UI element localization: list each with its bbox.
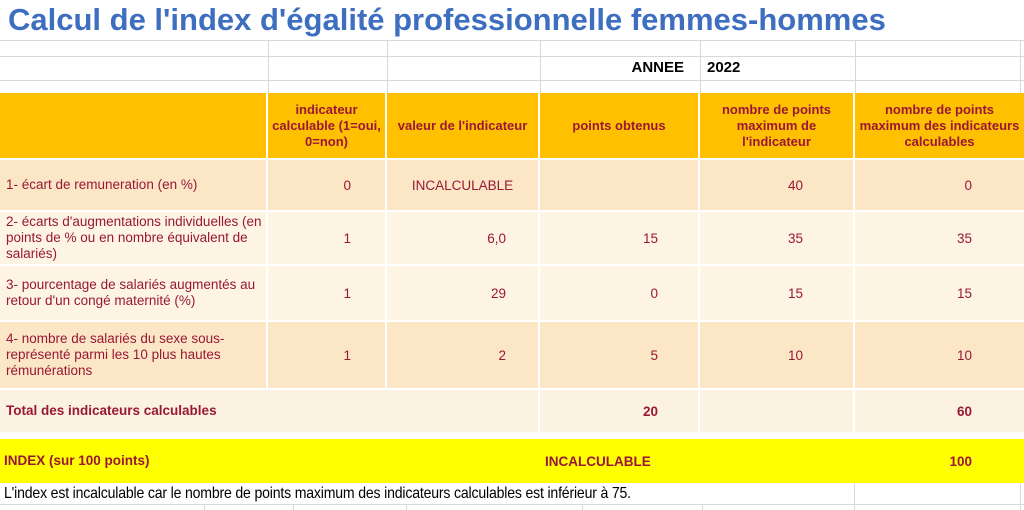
row-2-valeur-cell[interactable]: 6,0 (387, 212, 540, 266)
row-3-calculable-cell[interactable]: 1 (268, 266, 387, 322)
index-row: INDEX (sur 100 points) INCALCULABLE 100 (0, 439, 1024, 483)
year-value-cell[interactable]: 2022 (707, 59, 741, 76)
total-empty-cell[interactable] (700, 390, 855, 432)
total-max-calculables-cell[interactable]: 60 (855, 390, 1024, 432)
row-2-points-cell[interactable]: 15 (540, 212, 700, 266)
gridline (1020, 40, 1021, 93)
row-2-calculable-cell[interactable]: 1 (268, 212, 387, 266)
note-text: L'index est incalculable car le nombre d… (4, 485, 631, 502)
gridline (582, 504, 583, 510)
gridline (0, 56, 1024, 57)
row-3-max-indicateur-cell[interactable]: 15 (700, 266, 855, 322)
year-label: ANNEE (631, 59, 684, 76)
index-max-cell[interactable]: 100 (855, 439, 1024, 483)
gridline (1020, 483, 1021, 504)
row-1-calculable-cell[interactable]: 0 (268, 160, 387, 212)
gridline (702, 504, 703, 510)
row-4-calculable-cell[interactable]: 1 (268, 322, 387, 390)
page-title: Calcul de l'index d'égalité professionne… (8, 2, 886, 37)
row-2-label[interactable]: 2- écarts d'augmentations individuelles … (0, 212, 268, 266)
header-max-indicateur[interactable]: nombre de points maximum de l'indicateur (700, 93, 855, 160)
row-4-label[interactable]: 4- nombre de salariés du sexe sous-repré… (0, 322, 268, 390)
index-value-cell[interactable]: INCALCULABLE (540, 439, 700, 483)
gridline (268, 40, 269, 93)
gridline (0, 40, 1024, 41)
index-label: INDEX (sur 100 points) (0, 439, 540, 483)
row-2-max-indicateur-cell[interactable]: 35 (700, 212, 855, 266)
row-1-valeur-cell[interactable]: INCALCULABLE (387, 160, 540, 212)
gridline (204, 504, 205, 510)
table-row-3: 3- pourcentage de salariés augmentés au … (0, 266, 1024, 322)
row-3-points-cell[interactable]: 0 (540, 266, 700, 322)
gridline (0, 504, 1024, 505)
row-1-max-calculables-cell[interactable]: 0 (855, 160, 1024, 212)
row-3-max-calculables-cell[interactable]: 15 (855, 266, 1024, 322)
table-row-2: 2- écarts d'augmentations individuelles … (0, 212, 1024, 266)
table-header-row: indicateur calculable (1=oui, 0=non) val… (0, 93, 1024, 160)
row-4-max-calculables-cell[interactable]: 10 (855, 322, 1024, 390)
total-points-cell[interactable]: 20 (540, 390, 700, 432)
table-row-1: 1- écart de remuneration (en %) 0 INCALC… (0, 160, 1024, 212)
header-valeur-indicateur[interactable]: valeur de l'indicateur (387, 93, 540, 160)
header-points-obtenus[interactable]: points obtenus (540, 93, 700, 160)
gridline (387, 40, 388, 93)
gridline (540, 40, 541, 93)
gridline (854, 504, 855, 510)
row-3-valeur-cell[interactable]: 29 (387, 266, 540, 322)
row-1-points-cell[interactable] (540, 160, 700, 212)
gridline (1020, 504, 1021, 510)
row-4-points-cell[interactable]: 5 (540, 322, 700, 390)
header-indicateur-calculable[interactable]: indicateur calculable (1=oui, 0=non) (268, 93, 387, 160)
gridline (854, 483, 855, 504)
gridline (293, 504, 294, 510)
row-4-max-indicateur-cell[interactable]: 10 (700, 322, 855, 390)
total-label[interactable]: Total des indicateurs calculables (0, 390, 540, 432)
table-row-4: 4- nombre de salariés du sexe sous-repré… (0, 322, 1024, 390)
total-row: Total des indicateurs calculables 20 60 (0, 390, 1024, 432)
gridline (700, 40, 701, 93)
header-empty-cell[interactable] (0, 93, 268, 160)
row-1-max-indicateur-cell[interactable]: 40 (700, 160, 855, 212)
header-max-calculables[interactable]: nombre de points maximum des indicateurs… (855, 93, 1024, 160)
row-1-label[interactable]: 1- écart de remuneration (en %) (0, 160, 268, 212)
row-2-max-calculables-cell[interactable]: 35 (855, 212, 1024, 266)
row-4-valeur-cell[interactable]: 2 (387, 322, 540, 390)
gridline (855, 40, 856, 93)
gridline (0, 80, 1024, 81)
index-empty-cell[interactable] (700, 439, 855, 483)
gridline (406, 504, 407, 510)
row-3-label[interactable]: 3- pourcentage de salariés augmentés au … (0, 266, 268, 322)
